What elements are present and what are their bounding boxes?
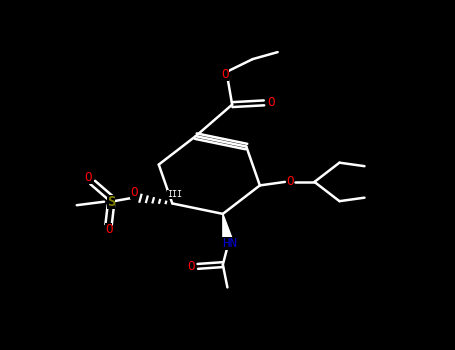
- Text: O: O: [105, 223, 112, 236]
- Text: O: O: [267, 96, 274, 109]
- Polygon shape: [223, 214, 232, 239]
- Text: O: O: [287, 175, 294, 188]
- Text: O: O: [130, 187, 137, 199]
- Text: HN: HN: [222, 237, 237, 250]
- Text: O: O: [187, 260, 195, 273]
- Text: O: O: [84, 171, 92, 184]
- Text: S: S: [106, 195, 115, 209]
- Text: O: O: [222, 68, 229, 81]
- Text: III: III: [167, 190, 182, 199]
